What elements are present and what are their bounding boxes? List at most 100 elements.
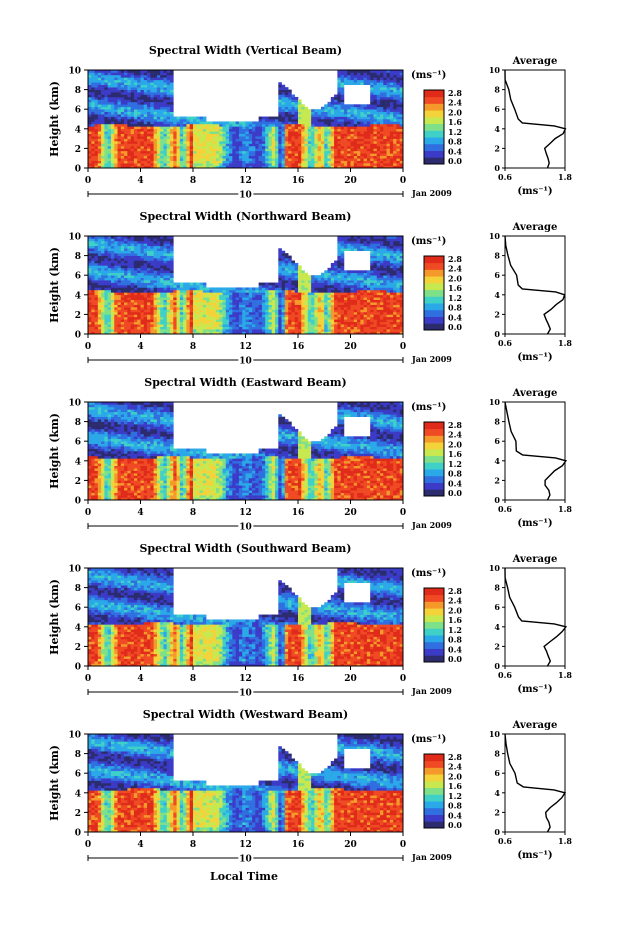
heatmap-cell xyxy=(94,70,99,73)
heatmap-cell xyxy=(206,155,210,159)
heatmap-cell xyxy=(242,136,246,139)
heatmap-cell xyxy=(288,138,292,142)
heatmap-cell xyxy=(350,141,355,144)
heatmap-cell xyxy=(170,240,174,244)
heatmap-cell xyxy=(150,121,154,125)
heatmap-cell xyxy=(94,304,99,308)
heatmap-cell xyxy=(124,270,128,274)
heatmap-cell xyxy=(363,119,368,122)
heatmap-cell xyxy=(294,119,299,122)
heatmap-cell xyxy=(170,302,174,305)
heatmap-cell xyxy=(97,128,102,132)
heatmap-cell xyxy=(160,104,164,108)
heatmap-cell xyxy=(337,143,341,147)
heatmap-cell xyxy=(278,136,282,139)
heatmap-cell xyxy=(147,109,151,112)
heatmap-cell xyxy=(176,282,181,286)
heatmap-cell xyxy=(255,307,259,310)
heatmap-cell xyxy=(245,289,250,293)
heatmap-cell xyxy=(150,116,154,120)
heatmap-cell xyxy=(380,145,384,149)
heatmap-cell xyxy=(248,143,253,147)
heatmap-cell xyxy=(183,148,187,152)
heatmap-cell xyxy=(380,165,384,169)
heatmap-cell xyxy=(396,131,401,134)
heatmap-cell xyxy=(176,133,181,137)
heatmap-cell xyxy=(130,299,135,303)
heatmap-cell xyxy=(124,99,128,103)
heatmap-cell xyxy=(163,299,168,303)
heatmap-cell xyxy=(124,165,128,169)
heatmap-cell xyxy=(140,79,145,83)
heatmap-cell xyxy=(189,282,194,286)
heatmap-cell xyxy=(117,79,122,83)
heatmap-cell xyxy=(124,267,128,271)
heatmap-cell xyxy=(153,106,158,110)
heatmap-cell xyxy=(150,96,154,100)
heatmap-cell xyxy=(91,74,95,78)
heatmap-cell xyxy=(278,106,282,110)
heatmap-cell xyxy=(376,155,381,159)
heatmap-cell xyxy=(186,311,191,315)
heatmap-cell xyxy=(242,304,246,308)
heatmap-cell xyxy=(278,153,282,157)
heatmap-cell xyxy=(127,96,131,100)
heatmap-cell xyxy=(229,153,233,157)
heatmap-cell xyxy=(104,128,108,132)
heatmap-cell xyxy=(288,309,292,313)
heatmap-cell xyxy=(334,165,338,169)
heatmap-cell xyxy=(91,267,95,271)
heatmap-cell xyxy=(294,331,299,335)
heatmap-cell xyxy=(107,260,112,264)
heatmap-cell xyxy=(389,87,394,90)
heatmap-cell xyxy=(284,262,289,266)
heatmap-cell xyxy=(110,270,115,274)
heatmap-cell xyxy=(389,114,394,117)
heatmap-cell xyxy=(114,270,118,274)
heatmap-cell xyxy=(206,145,210,149)
heatmap-cell xyxy=(278,82,282,85)
heatmap-cell xyxy=(389,143,394,147)
heatmap-cell xyxy=(265,165,269,169)
heatmap-cell xyxy=(189,287,194,291)
heatmap-cell xyxy=(284,143,289,147)
heatmap-cell xyxy=(363,106,368,110)
heatmap-cell xyxy=(110,119,115,122)
heatmap-cell xyxy=(127,245,131,249)
heatmap-cell xyxy=(294,133,299,137)
heatmap-cell xyxy=(340,123,345,127)
heatmap-cell xyxy=(337,96,341,100)
heatmap-cell xyxy=(127,158,131,161)
heatmap-cell xyxy=(163,331,168,335)
heatmap-cell xyxy=(271,326,276,330)
heatmap-cell xyxy=(393,104,397,108)
heatmap-cell xyxy=(281,123,286,127)
heatmap-cell xyxy=(110,82,115,85)
heatmap-cell xyxy=(340,145,345,149)
heatmap-cell xyxy=(173,324,177,327)
heatmap-cell xyxy=(110,128,115,132)
heatmap-cell xyxy=(278,304,282,308)
heatmap-cell xyxy=(311,287,315,291)
heatmap-cell xyxy=(170,87,174,90)
average-y-tick-label: 2 xyxy=(494,143,500,153)
heatmap-cell xyxy=(156,285,161,288)
heatmap-cell xyxy=(373,84,378,88)
heatmap-cell xyxy=(130,287,135,291)
heatmap-cell xyxy=(265,297,269,300)
heatmap-cell xyxy=(110,92,115,95)
heatmap-cell xyxy=(281,158,286,161)
heatmap-cell xyxy=(314,143,318,147)
heatmap-cell xyxy=(327,104,332,108)
heatmap-cell xyxy=(307,109,312,112)
heatmap-cell xyxy=(199,145,204,149)
heatmap-cell xyxy=(133,148,138,152)
heatmap-cell xyxy=(294,267,299,271)
heatmap-cell xyxy=(304,302,309,305)
heatmap-cell xyxy=(176,131,181,134)
heatmap-cell xyxy=(110,292,115,296)
heatmap-cell xyxy=(334,163,338,166)
heatmap-cell xyxy=(291,292,296,296)
heatmap-cell xyxy=(114,84,118,88)
heatmap-cell xyxy=(215,128,220,132)
